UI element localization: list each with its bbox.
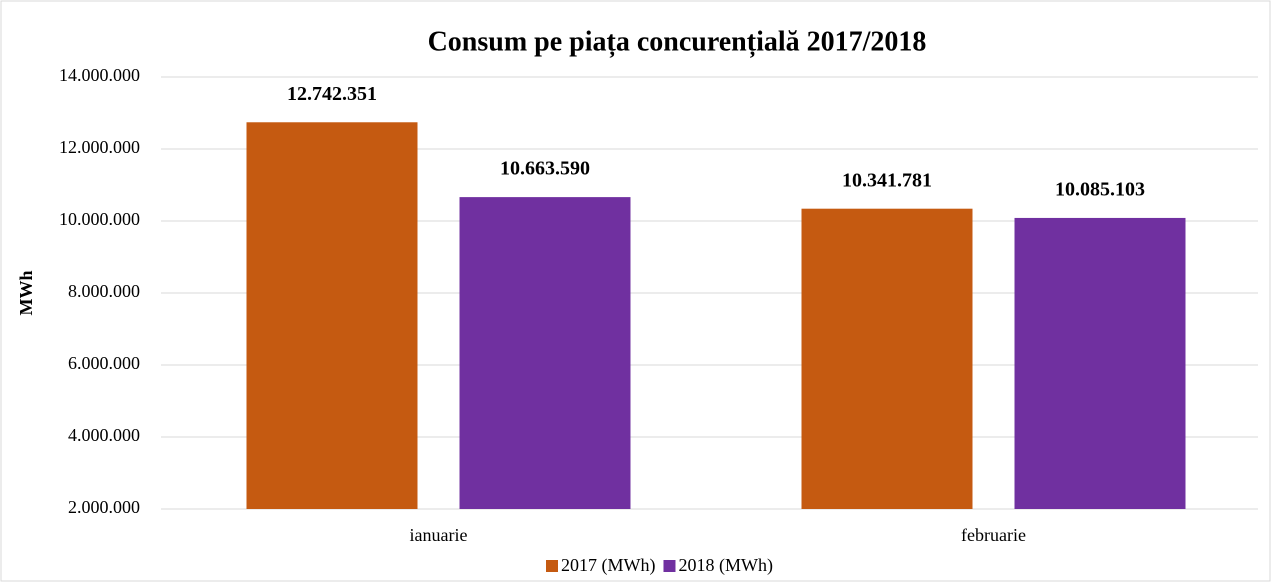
- legend-label: 2017 (MWh): [561, 555, 655, 576]
- x-tick-label: februarie: [961, 525, 1026, 545]
- y-tick-label: 2.000.000: [68, 497, 140, 517]
- bar: [246, 122, 418, 510]
- y-tick-label: 4.000.000: [68, 425, 140, 445]
- bar: [459, 197, 631, 509]
- y-axis-title: MWh: [16, 271, 36, 316]
- data-label: 10.341.781: [842, 169, 932, 191]
- y-tick-label: 8.000.000: [68, 281, 140, 301]
- legend-label: 2018 (MWh): [678, 555, 772, 576]
- x-tick-label: ianuarie: [410, 525, 468, 545]
- bar: [801, 208, 973, 510]
- y-tick-label: 10.000.000: [59, 209, 140, 229]
- legend-swatch: [663, 560, 676, 572]
- chart-title: Consum pe piața concurențială 2017/2018: [428, 26, 927, 57]
- y-tick-label: 12.000.000: [59, 137, 140, 157]
- bar: [1014, 217, 1186, 510]
- y-tick-label: 14.000.000: [59, 65, 140, 85]
- data-label: 10.663.590: [500, 158, 590, 180]
- legend-swatch: [546, 560, 558, 572]
- y-tick-label: 6.000.000: [68, 353, 140, 373]
- data-label: 10.085.103: [1055, 179, 1145, 201]
- data-label: 12.742.351: [287, 83, 377, 105]
